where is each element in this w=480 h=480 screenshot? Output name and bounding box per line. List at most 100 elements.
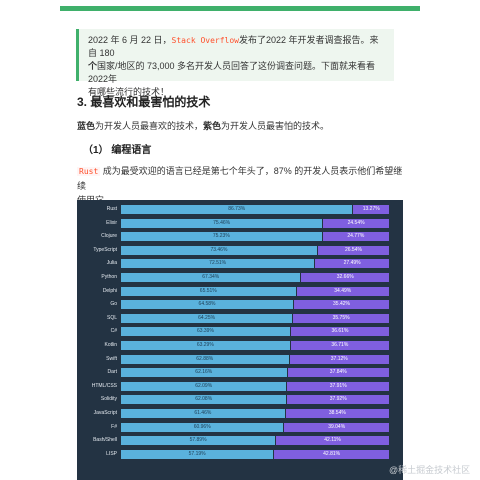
chart-value-label-dreaded: 37.84% [329, 369, 347, 376]
chart-category-label: F# [111, 423, 117, 430]
chart-category-label: TypeScript [93, 246, 117, 253]
inline-code-rust: Rust [77, 167, 101, 176]
chart-bar-loved: 67.34% [121, 273, 301, 282]
chart-value-label-loved: 64.25% [198, 314, 216, 321]
chart-bar-loved: 61.46% [121, 409, 285, 418]
chart-bar-dreaded: 24.77% [322, 232, 389, 242]
chart-bar-dreaded: 32.66% [301, 273, 389, 282]
chart-bar-dreaded: 39.04% [284, 422, 389, 432]
chart-value-label-loved: 60.96% [193, 423, 211, 430]
intro-note: 2022 年 6 月 22 日，Stack Overflow发布了2022 年开… [76, 29, 394, 97]
chart-value-label-loved: 65.51% [199, 287, 217, 294]
chart-bar-loved: 75.23% [121, 232, 322, 242]
chart-bar-dreaded: 35.42% [294, 300, 389, 310]
note-bold-char: 个 [88, 61, 98, 71]
chart-category-label: C# [110, 328, 117, 335]
note-text-3: 国家/地区的 73,000 多名开发人员回答了这份调查问题。下面就来看看2022… [88, 61, 376, 84]
chart-bar-loved: 65.51% [121, 286, 296, 296]
chart-category-label: Solidity [100, 396, 117, 403]
chart-value-label-loved: 72.51% [209, 260, 227, 267]
chart-value-label-dreaded: 38.54% [328, 410, 346, 416]
chart-row: Swift 62.88% 37.12% [77, 354, 403, 364]
chart-value-label-dreaded: 37.12% [330, 355, 348, 362]
chart-value-label-loved: 62.08% [195, 396, 213, 403]
chart-value-label-loved: 63.39% [196, 328, 214, 335]
chart-bar-loved: 60.96% [121, 422, 284, 432]
chart-bar-dreaded: 42.11% [276, 436, 389, 446]
chart-row: Julia 72.51% 27.49% [77, 259, 403, 269]
chart-row: Delphi 65.51% 34.49% [77, 286, 403, 296]
chart-row: Bash/Shell 57.89% 42.11% [77, 436, 403, 446]
chart-bar-loved: 62.08% [121, 395, 287, 405]
chart-row: SQL 64.25% 35.75% [77, 313, 403, 323]
chart-value-label-dreaded: 36.61% [331, 328, 349, 335]
chart-value-label-dreaded: 26.54% [344, 246, 362, 253]
chart-row: C# 63.39% 36.61% [77, 327, 403, 337]
chart-value-label-loved: 62.09% [195, 382, 213, 389]
chart-value-label-dreaded: 42.11% [324, 437, 341, 444]
chart-bar-dreaded: 37.84% [287, 368, 389, 378]
blue-desc: 为开发人员最喜欢的技术， [95, 121, 204, 131]
chart-category-label: Clojure [101, 233, 117, 240]
chart-value-label-dreaded: 24.77% [347, 233, 365, 240]
chart-value-label-loved: 86.73% [228, 206, 246, 212]
chart-category-label: SQL [106, 314, 117, 321]
chart-bar-dreaded: 35.75% [293, 313, 389, 323]
chart-row: Python 67.34% 32.66% [77, 273, 403, 282]
chart-row: Solidity 62.08% 37.92% [77, 395, 403, 405]
note-text-1: 2022 年 6 月 22 日， [88, 35, 172, 45]
chart-bar-loved: 57.19% [121, 449, 274, 459]
note-text-2: 发布了2022 年开发者调查报告。来自 180 [88, 35, 379, 58]
chart-bar-loved: 64.25% [121, 313, 293, 323]
chart-value-label-loved: 62.16% [195, 369, 213, 376]
chart-bar-dreaded: 24.54% [323, 218, 389, 228]
chart-bar-loved: 75.46% [121, 218, 323, 228]
chart-bar-dreaded: 42.81% [274, 449, 389, 459]
chart-category-label: Dart [107, 369, 117, 376]
chart-value-label-loved: 75.46% [213, 219, 231, 226]
chart-row: Elixir 75.46% 24.54% [77, 218, 403, 228]
chart-row: F# 60.96% 39.04% [77, 422, 403, 432]
chart-bar-loved: 62.88% [121, 354, 289, 364]
top-accent-bar [60, 6, 420, 11]
chart-row: TypeScript 73.46% 26.54% [77, 245, 403, 255]
chart-row: Kotlin 63.29% 36.71% [77, 341, 403, 350]
chart-category-label: JavaScript [93, 410, 117, 416]
chart-bar-loved: 62.09% [121, 381, 287, 391]
chart-bar-dreaded: 27.49% [315, 259, 389, 269]
chart-category-label: Swift [106, 355, 117, 362]
chart-value-label-dreaded: 34.49% [334, 287, 352, 294]
chart-value-label-dreaded: 36.71% [331, 342, 349, 348]
note-text-4: 有哪些流行的技术！ [88, 87, 170, 97]
paragraph-text-1: 成为最受欢迎的语言已经是第七个年头了，87% 的开发人员表示他们希望继续 [77, 166, 403, 191]
chart-bar-loved: 86.73% [121, 205, 353, 214]
purple-word: 紫色 [203, 121, 222, 131]
chart-row: Dart 62.16% 37.84% [77, 368, 403, 378]
chart-bar-loved: 64.58% [121, 300, 294, 310]
chart-category-label: Kotlin [104, 342, 117, 348]
chart-category-label: Julia [106, 260, 117, 267]
chart-value-label-loved: 67.34% [202, 274, 220, 280]
chart-bar-dreaded: 37.91% [287, 381, 389, 391]
chart-category-label: Go [110, 301, 117, 308]
chart-value-label-dreaded: 32.66% [336, 274, 354, 280]
chart-category-label: LISP [106, 450, 117, 457]
chart-value-label-dreaded: 27.49% [343, 260, 361, 267]
chart-value-label-loved: 57.89% [189, 437, 207, 444]
chart-value-label-dreaded: 35.75% [332, 314, 350, 321]
chart-bar-loved: 72.51% [121, 259, 315, 269]
watermark: @稀土掘金技术社区 [389, 465, 471, 475]
chart-bar-loved: 57.89% [121, 436, 276, 446]
chart-category-label: Elixir [106, 219, 117, 226]
purple-desc: 为开发人员最害怕的技术。 [221, 121, 330, 131]
blue-word: 蓝色 [77, 121, 96, 131]
chart-bar-loved: 62.16% [121, 368, 287, 378]
chart-value-label-dreaded: 37.92% [329, 396, 347, 403]
chart-value-label-dreaded: 39.04% [328, 423, 346, 430]
languages-loved-dreaded-chart: Rust 86.73% 13.27% Elixir 75.46% 24.54% Clojur… [77, 200, 403, 480]
chart-value-label-dreaded: 35.42% [333, 301, 350, 308]
chart-row: LISP 57.19% 42.81% [77, 449, 403, 459]
chart-value-label-dreaded: 13.27% [362, 206, 380, 212]
section-title: 3. 最喜欢和最害怕的技术 [77, 95, 211, 109]
chart-row: JavaScript 61.46% 38.54% [77, 409, 403, 418]
